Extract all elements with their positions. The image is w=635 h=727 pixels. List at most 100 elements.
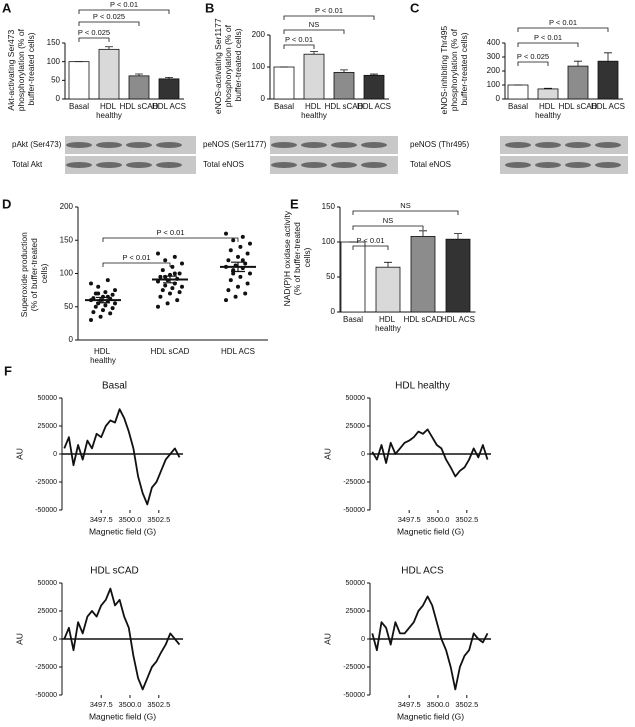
blot-band <box>156 142 182 148</box>
bar <box>375 266 401 313</box>
blot-band <box>96 162 122 168</box>
x-tick-label: Basal <box>343 315 363 324</box>
data-point <box>93 304 98 309</box>
x-tick-label: 3502.5 <box>455 700 478 709</box>
blot-band <box>331 162 357 168</box>
data-point <box>226 288 231 293</box>
y-tick-label: 100 <box>322 237 336 246</box>
x-tick-label: 3500.0 <box>119 700 142 709</box>
y-tick-label: 0 <box>261 94 266 103</box>
bar <box>128 75 150 100</box>
y-tick-label: 100 <box>47 57 61 66</box>
x-tick-label: Basal <box>69 102 89 111</box>
bar <box>303 53 325 100</box>
data-point <box>240 234 245 239</box>
blot-band <box>66 162 92 168</box>
data-point <box>160 268 165 273</box>
error-bar <box>340 69 348 73</box>
blot-band <box>505 162 531 168</box>
y-tick-label: -50000 <box>343 507 365 514</box>
y-axis-label: AU <box>322 633 332 645</box>
bar <box>597 60 619 100</box>
y-tick-label: 200 <box>252 30 266 39</box>
data-point <box>238 244 243 249</box>
data-point <box>103 303 108 308</box>
y-tick-label: 100 <box>60 269 74 278</box>
y-tick-label: 25000 <box>346 608 366 615</box>
y-tick-label: -50000 <box>343 692 365 699</box>
spectrum-line <box>371 428 489 478</box>
data-point <box>158 274 163 279</box>
error-bar <box>231 261 245 273</box>
y-axis-label: NAD(P)H oxidase activity (% of buffer-tr… <box>282 209 312 307</box>
x-tick-label: 3500.0 <box>427 515 450 524</box>
bar <box>363 74 385 100</box>
x-tick-label: HDL ACS <box>357 102 391 111</box>
y-tick-label: 50000 <box>346 395 366 402</box>
y-axis-label: eNOS-activating Ser1177 phosphorylation … <box>213 16 243 114</box>
chart-title: HDL healthy <box>395 381 450 392</box>
significance-label: P < 0.025 <box>517 52 549 61</box>
significance-label: P < 0.025 <box>78 28 110 37</box>
panel-label: D <box>2 196 11 211</box>
y-tick-label: 0 <box>361 451 365 458</box>
data-point <box>177 271 182 276</box>
data-point <box>96 291 101 296</box>
y-tick-label: -25000 <box>35 479 57 486</box>
y-tick-label: 200 <box>60 202 74 211</box>
significance-bracket <box>102 262 171 267</box>
panel-label: B <box>205 0 214 15</box>
y-tick-label: 150 <box>60 235 74 244</box>
y-tick-label: 0 <box>53 451 57 458</box>
y-tick-label: 50000 <box>38 395 58 402</box>
blot-band <box>595 162 621 168</box>
data-point <box>236 284 240 289</box>
y-tick-label: -25000 <box>35 664 57 671</box>
data-point <box>245 281 250 286</box>
x-tick-label: Basal <box>274 102 294 111</box>
blot-band <box>505 142 531 148</box>
chart-title: Basal <box>102 381 127 392</box>
data-point <box>170 264 175 269</box>
y-axis-label: Akt-activating Ser473 phosphorylation (%… <box>6 27 36 112</box>
data-point <box>172 254 177 259</box>
blot-label: pAkt (Ser473) <box>12 140 62 149</box>
data-point <box>172 271 177 276</box>
data-point <box>113 288 117 293</box>
error-bar <box>419 230 427 237</box>
significance-label: P < 0.01 <box>315 6 343 15</box>
error-bar <box>544 87 552 89</box>
blot-label: Total eNOS <box>410 160 451 169</box>
blot-band <box>535 162 561 168</box>
significance-label: P < 0.025 <box>93 12 125 21</box>
significance-bracket <box>78 37 110 42</box>
data-point <box>110 292 115 297</box>
error-bar <box>105 46 113 50</box>
data-point <box>163 283 168 288</box>
x-tick-label: HDL ACS <box>591 102 625 111</box>
data-point <box>105 294 110 299</box>
blot-band <box>96 142 122 148</box>
error-bar <box>370 73 378 76</box>
y-tick-label: 400 <box>487 38 501 47</box>
bar <box>68 61 90 100</box>
significance-label: P < 0.01 <box>156 228 184 237</box>
blot-label: Total eNOS <box>203 160 244 169</box>
x-tick-label: Basal <box>508 102 528 111</box>
blot-band <box>595 142 621 148</box>
y-tick-label: -25000 <box>343 664 365 671</box>
y-axis-label: eNOS-inhibiting Thr495 phosphorylation (… <box>439 23 469 114</box>
panel-label: E <box>290 196 299 211</box>
x-tick-label: HDL healthy <box>375 315 401 333</box>
data-point <box>105 278 110 283</box>
blot-band <box>361 142 387 148</box>
x-tick-label: 3500.0 <box>427 700 450 709</box>
data-point <box>101 308 105 313</box>
data-point <box>228 248 233 253</box>
data-point <box>156 251 160 256</box>
error-bar <box>96 296 110 304</box>
bar <box>507 84 529 100</box>
blot-band <box>126 162 152 168</box>
blot-band <box>271 142 297 148</box>
